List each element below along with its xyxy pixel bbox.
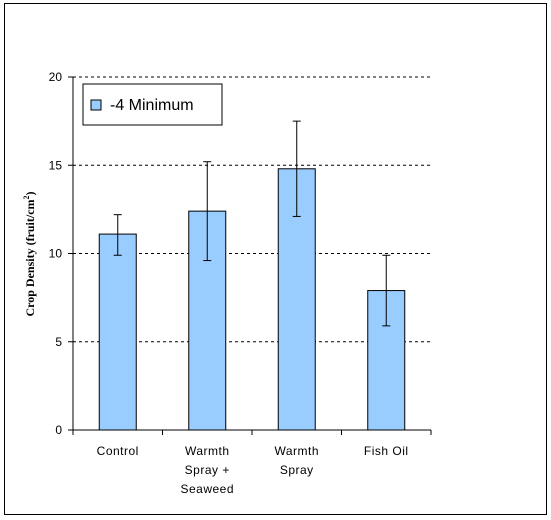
- y-tick-label: 10: [49, 247, 63, 261]
- axes: [68, 76, 432, 435]
- bar: [367, 290, 406, 431]
- legend-label: -4 Minimum: [110, 97, 194, 114]
- y-tick-label: 0: [55, 423, 62, 437]
- y-axis-label: Crop Density (fruit/cm2): [22, 191, 37, 316]
- y-tick-label: 20: [49, 70, 63, 84]
- y-tick-labels: 0 5 10 15 20: [49, 70, 63, 437]
- bar: [98, 233, 137, 431]
- legend-box: [82, 83, 223, 126]
- x-category-labels: Control Warmth Spray + Seaweed Warmth Spray Fi…: [97, 444, 409, 496]
- y-tick-label: 15: [49, 158, 63, 172]
- x-category-label: Spray +: [185, 463, 230, 477]
- x-category-label: Spray: [280, 463, 314, 477]
- y-tick-label: 5: [55, 335, 62, 349]
- x-category-label: Warmth: [274, 444, 319, 458]
- error-bars: [113, 120, 391, 327]
- error-bar: [382, 254, 391, 327]
- error-bar: [113, 214, 122, 256]
- legend-swatch: [90, 99, 102, 111]
- error-bar: [292, 120, 301, 217]
- bars: [98, 168, 406, 431]
- error-bar: [203, 161, 212, 262]
- x-category-label: Fish Oil: [364, 444, 409, 458]
- x-category-label: Seaweed: [180, 482, 234, 496]
- legend: -4 Minimum: [82, 83, 223, 126]
- x-category-label: Warmth: [185, 444, 230, 458]
- x-category-label: Control: [97, 444, 139, 458]
